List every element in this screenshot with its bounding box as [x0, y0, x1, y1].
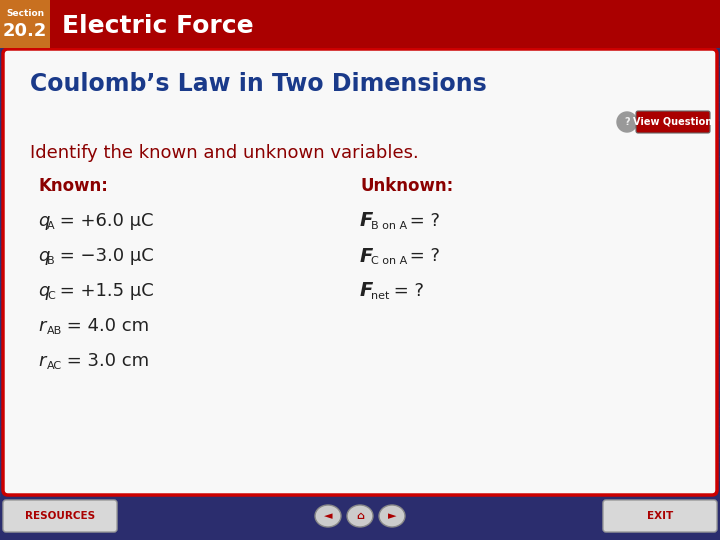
FancyBboxPatch shape — [0, 0, 50, 48]
Ellipse shape — [315, 505, 341, 527]
Text: RESOURCES: RESOURCES — [25, 511, 95, 521]
Text: View Question: View Question — [634, 117, 713, 127]
Text: = ?: = ? — [404, 212, 440, 230]
Text: ⌂: ⌂ — [356, 511, 364, 521]
FancyBboxPatch shape — [3, 49, 717, 495]
Text: C on A: C on A — [371, 256, 408, 266]
Text: = +6.0 μC: = +6.0 μC — [54, 212, 153, 230]
Text: F: F — [360, 212, 374, 231]
Text: EXIT: EXIT — [647, 511, 673, 521]
Text: 20.2: 20.2 — [3, 22, 48, 40]
Text: = ?: = ? — [387, 282, 423, 300]
Text: ?: ? — [624, 117, 630, 127]
Text: r: r — [38, 352, 45, 370]
Text: B: B — [47, 256, 55, 266]
Text: Electric Force: Electric Force — [62, 14, 253, 38]
Text: r: r — [38, 317, 45, 335]
Text: = −3.0 μC: = −3.0 μC — [54, 247, 154, 265]
Ellipse shape — [379, 505, 405, 527]
FancyBboxPatch shape — [636, 111, 710, 133]
Text: ◄: ◄ — [324, 511, 332, 521]
FancyBboxPatch shape — [603, 500, 717, 532]
Text: B on A: B on A — [371, 221, 407, 231]
Text: AC: AC — [47, 361, 62, 371]
Text: F: F — [360, 281, 374, 300]
Text: AB: AB — [47, 326, 62, 336]
Ellipse shape — [347, 505, 373, 527]
Text: Coulomb’s Law in Two Dimensions: Coulomb’s Law in Two Dimensions — [30, 72, 487, 96]
Text: = ?: = ? — [404, 247, 440, 265]
Text: A: A — [47, 221, 55, 231]
Text: ►: ► — [388, 511, 396, 521]
Text: Section: Section — [6, 9, 44, 17]
Text: C: C — [47, 291, 55, 301]
Text: = 3.0 cm: = 3.0 cm — [61, 352, 149, 370]
Circle shape — [617, 112, 637, 132]
Text: Unknown:: Unknown: — [360, 177, 454, 195]
Text: = 4.0 cm: = 4.0 cm — [61, 317, 149, 335]
Text: net: net — [371, 291, 390, 301]
FancyBboxPatch shape — [3, 500, 117, 532]
FancyBboxPatch shape — [0, 497, 720, 540]
FancyBboxPatch shape — [0, 0, 720, 48]
Text: q: q — [38, 247, 50, 265]
Text: Identify the known and unknown variables.: Identify the known and unknown variables… — [30, 144, 419, 162]
Text: q: q — [38, 212, 50, 230]
Text: F: F — [360, 246, 374, 266]
Text: = +1.5 μC: = +1.5 μC — [54, 282, 154, 300]
Text: Known:: Known: — [38, 177, 108, 195]
Text: q: q — [38, 282, 50, 300]
